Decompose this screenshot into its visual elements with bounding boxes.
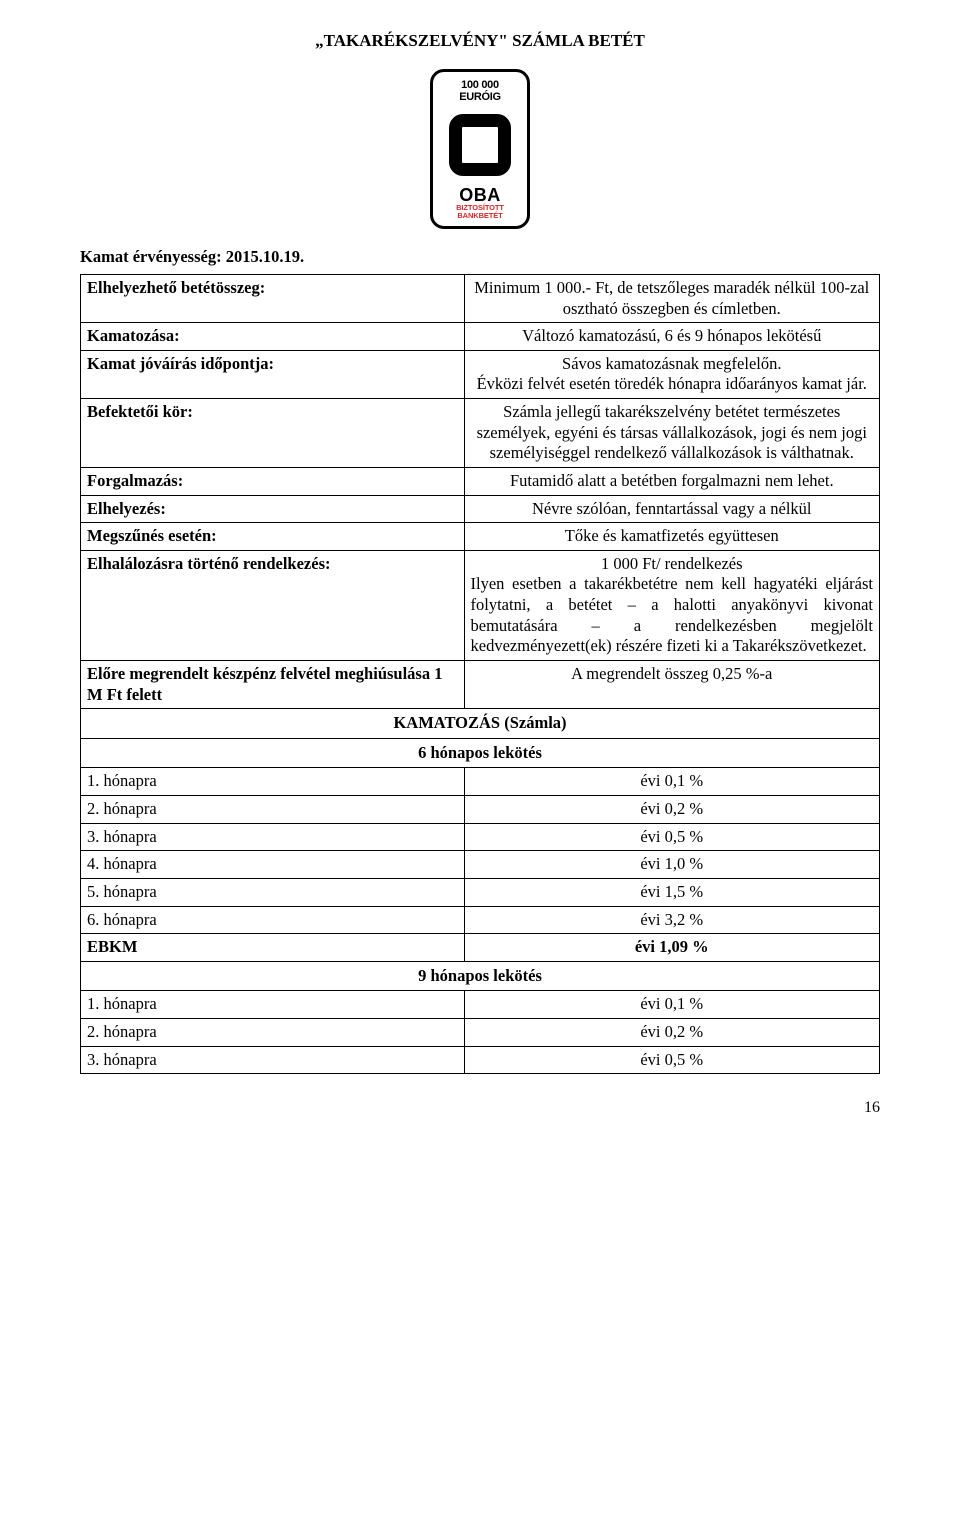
rate-label: 2. hónapra <box>81 1019 465 1047</box>
ebkm-label: EBKM <box>81 934 465 962</box>
rate-value: évi 3,2 % <box>464 906 879 934</box>
logo-ring-icon <box>449 114 511 176</box>
info-value: 1 000 Ft/ rendelkezésIlyen esetben a tak… <box>464 550 879 660</box>
table-row: Megszűnés esetén:Tőke és kamatfizetés eg… <box>81 523 880 551</box>
info-label: Előre megrendelt készpénz felvétel meghi… <box>81 660 465 708</box>
logo-top-line2: EURÓIG <box>459 91 501 103</box>
document-title: „TAKARÉKSZELVÉNY" SZÁMLA BETÉT <box>80 30 880 51</box>
logo-sub-line2: BANKBETÉT <box>457 211 502 220</box>
info-label: Kamatozása: <box>81 323 465 351</box>
table-row: 1. hónapraévi 0,1 % <box>81 991 880 1019</box>
rate-block-heading: 6 hónapos lekötés <box>81 738 880 768</box>
table-row: Befektetői kör:Számla jellegű takaréksze… <box>81 399 880 468</box>
rate-label: 1. hónapra <box>81 991 465 1019</box>
table-row: Kamat jóváírás időpontja:Sávos kamatozás… <box>81 350 880 398</box>
logo-top-line1: 100 000 <box>461 79 499 91</box>
rate-value: évi 0,1 % <box>464 991 879 1019</box>
logo-sub-lines: BIZTOSÍTOTT BANKBETÉT <box>456 204 504 221</box>
table-row: Kamatozása:Változó kamatozású, 6 és 9 hó… <box>81 323 880 351</box>
info-label: Elhelyezhető betétösszeg: <box>81 274 465 322</box>
info-value: Futamidő alatt a betétben forgalmazni ne… <box>464 467 879 495</box>
table-row: Elhalálozásra történő rendelkezés:1 000 … <box>81 550 880 660</box>
table-row: 3. hónapraévi 0,5 % <box>81 1046 880 1074</box>
table-row: 6. hónapraévi 3,2 % <box>81 906 880 934</box>
info-value: Tőke és kamatfizetés együttesen <box>464 523 879 551</box>
logo-top-text: 100 000 EURÓIG <box>459 80 501 103</box>
rate-value: évi 0,2 % <box>464 796 879 824</box>
info-value: Minimum 1 000.- Ft, de tetszőleges marad… <box>464 274 879 322</box>
rate-block-heading: 9 hónapos lekötés <box>81 961 880 991</box>
oba-logo: 100 000 EURÓIG OBA BIZTOSÍTOTT BANKBETÉT <box>430 69 530 229</box>
rate-value: évi 0,5 % <box>464 1046 879 1074</box>
info-value: Változó kamatozású, 6 és 9 hónapos leköt… <box>464 323 879 351</box>
rate-label: 3. hónapra <box>81 823 465 851</box>
logo-bottom-text: OBA BIZTOSÍTOTT BANKBETÉT <box>456 186 504 221</box>
table-row: KAMATOZÁS (Számla) <box>81 709 880 739</box>
rate-label: 1. hónapra <box>81 768 465 796</box>
rate-value: évi 0,5 % <box>464 823 879 851</box>
page-number: 16 <box>80 1098 880 1118</box>
validity-line: Kamat érvényesség: 2015.10.19. <box>80 247 880 268</box>
table-row: 2. hónapraévi 0,2 % <box>81 1019 880 1047</box>
info-label: Forgalmazás: <box>81 467 465 495</box>
table-row: 4. hónapraévi 1,0 % <box>81 851 880 879</box>
info-value: A megrendelt összeg 0,25 %-a <box>464 660 879 708</box>
rate-value: évi 0,2 % <box>464 1019 879 1047</box>
rate-section-title: KAMATOZÁS (Számla) <box>81 709 880 739</box>
table-row: Forgalmazás:Futamidő alatt a betétben fo… <box>81 467 880 495</box>
info-value: Sávos kamatozásnak megfelelőn.Évközi fel… <box>464 350 879 398</box>
rate-label: 3. hónapra <box>81 1046 465 1074</box>
rate-label: 6. hónapra <box>81 906 465 934</box>
table-row: Elhelyezhető betétösszeg:Minimum 1 000.-… <box>81 274 880 322</box>
table-row: 2. hónapraévi 0,2 % <box>81 796 880 824</box>
table-row: EBKMévi 1,09 % <box>81 934 880 962</box>
logo-brand: OBA <box>456 186 504 204</box>
info-label: Megszűnés esetén: <box>81 523 465 551</box>
rate-value: évi 1,5 % <box>464 878 879 906</box>
table-row: 9 hónapos lekötés <box>81 961 880 991</box>
info-value: Névre szólóan, fenntartással vagy a nélk… <box>464 495 879 523</box>
rate-label: 4. hónapra <box>81 851 465 879</box>
table-row: 5. hónapraévi 1,5 % <box>81 878 880 906</box>
table-row: Előre megrendelt készpénz felvétel meghi… <box>81 660 880 708</box>
info-table: Elhelyezhető betétösszeg:Minimum 1 000.-… <box>80 274 880 1074</box>
info-label: Befektetői kör: <box>81 399 465 468</box>
info-label: Elhalálozásra történő rendelkezés: <box>81 550 465 660</box>
table-row: 3. hónapraévi 0,5 % <box>81 823 880 851</box>
table-row: 1. hónapraévi 0,1 % <box>81 768 880 796</box>
table-row: 6 hónapos lekötés <box>81 738 880 768</box>
ebkm-value: évi 1,09 % <box>464 934 879 962</box>
table-row: Elhelyezés:Névre szólóan, fenntartással … <box>81 495 880 523</box>
rate-label: 5. hónapra <box>81 878 465 906</box>
rate-value: évi 0,1 % <box>464 768 879 796</box>
info-value: Számla jellegű takarékszelvény betétet t… <box>464 399 879 468</box>
rate-label: 2. hónapra <box>81 796 465 824</box>
rate-value: évi 1,0 % <box>464 851 879 879</box>
info-label: Elhelyezés: <box>81 495 465 523</box>
info-label: Kamat jóváírás időpontja: <box>81 350 465 398</box>
